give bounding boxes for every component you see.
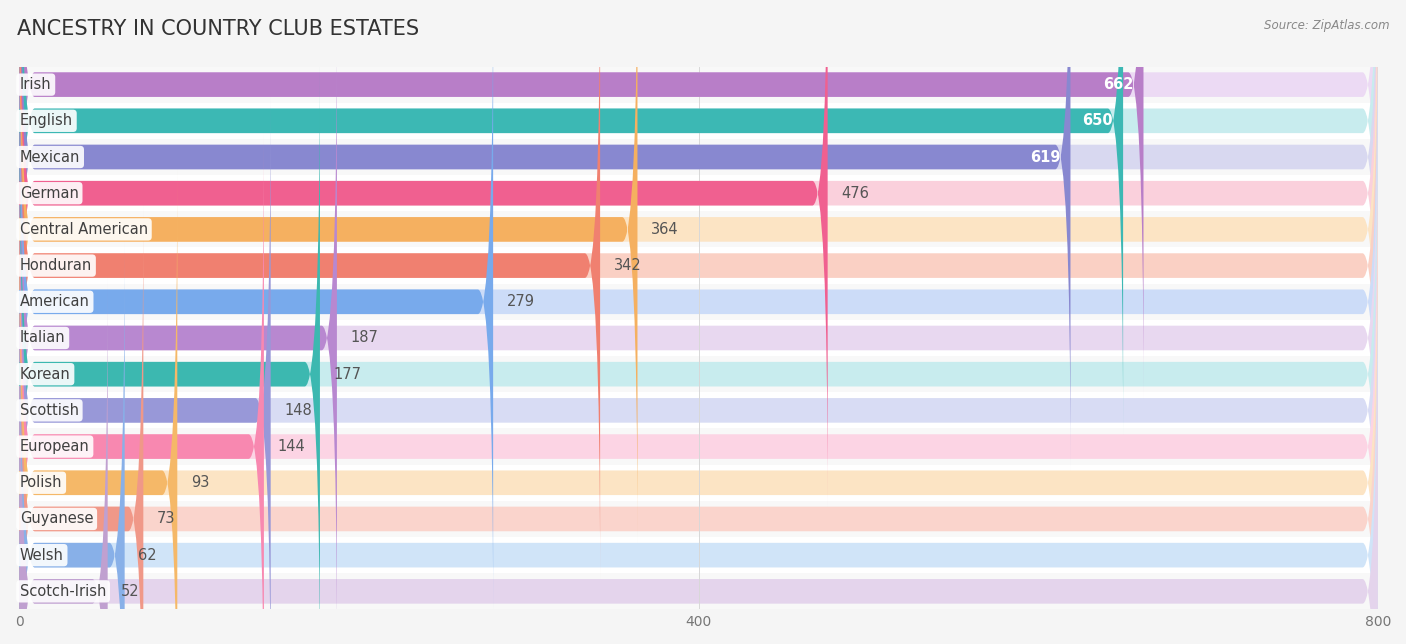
Text: Scottish: Scottish (20, 403, 79, 418)
FancyBboxPatch shape (20, 0, 1378, 471)
Text: 650: 650 (1083, 113, 1114, 128)
Text: Source: ZipAtlas.com: Source: ZipAtlas.com (1264, 19, 1389, 32)
Text: 476: 476 (841, 185, 869, 201)
Text: 148: 148 (284, 403, 312, 418)
Bar (20, 392, 1378, 428)
Bar (20, 139, 1378, 175)
FancyBboxPatch shape (20, 24, 1378, 644)
FancyBboxPatch shape (20, 278, 1378, 644)
Text: Irish: Irish (20, 77, 52, 92)
Text: ANCESTRY IN COUNTRY CLUB ESTATES: ANCESTRY IN COUNTRY CLUB ESTATES (17, 19, 419, 39)
FancyBboxPatch shape (20, 133, 1378, 644)
Bar (20, 211, 1378, 247)
FancyBboxPatch shape (20, 0, 1378, 615)
Text: Honduran: Honduran (20, 258, 93, 273)
FancyBboxPatch shape (20, 0, 494, 615)
FancyBboxPatch shape (20, 0, 1378, 507)
FancyBboxPatch shape (20, 0, 1378, 543)
Text: 279: 279 (506, 294, 534, 309)
Bar (20, 501, 1378, 537)
Bar (20, 102, 1378, 139)
Text: European: European (20, 439, 90, 454)
FancyBboxPatch shape (20, 169, 177, 644)
FancyBboxPatch shape (20, 0, 1070, 471)
FancyBboxPatch shape (20, 242, 1378, 644)
Text: 73: 73 (157, 511, 176, 526)
Text: American: American (20, 294, 90, 309)
Text: Polish: Polish (20, 475, 62, 490)
FancyBboxPatch shape (20, 0, 1143, 398)
FancyBboxPatch shape (20, 0, 1378, 398)
FancyBboxPatch shape (20, 24, 337, 644)
FancyBboxPatch shape (20, 0, 1378, 434)
FancyBboxPatch shape (20, 205, 143, 644)
Text: 342: 342 (613, 258, 641, 273)
Bar (20, 284, 1378, 320)
Bar (20, 356, 1378, 392)
FancyBboxPatch shape (20, 61, 321, 644)
Bar (20, 247, 1378, 284)
Text: 93: 93 (191, 475, 209, 490)
Text: 144: 144 (277, 439, 305, 454)
FancyBboxPatch shape (20, 169, 1378, 644)
Text: 62: 62 (138, 547, 157, 563)
Text: 52: 52 (121, 584, 139, 599)
Bar (20, 428, 1378, 465)
FancyBboxPatch shape (20, 205, 1378, 644)
FancyBboxPatch shape (20, 0, 1123, 434)
Text: 662: 662 (1102, 77, 1133, 92)
Bar (20, 465, 1378, 501)
Text: English: English (20, 113, 73, 128)
Text: Scotch-Irish: Scotch-Irish (20, 584, 107, 599)
Text: Korean: Korean (20, 366, 70, 382)
Bar (20, 175, 1378, 211)
Bar (20, 573, 1378, 609)
Text: Central American: Central American (20, 222, 148, 237)
FancyBboxPatch shape (20, 0, 828, 507)
FancyBboxPatch shape (20, 133, 264, 644)
Text: 619: 619 (1029, 149, 1060, 164)
FancyBboxPatch shape (20, 0, 637, 543)
Text: 364: 364 (651, 222, 679, 237)
Text: German: German (20, 185, 79, 201)
FancyBboxPatch shape (20, 242, 125, 644)
Bar (20, 320, 1378, 356)
Text: Guyanese: Guyanese (20, 511, 93, 526)
Bar (20, 537, 1378, 573)
FancyBboxPatch shape (20, 61, 1378, 644)
Text: 187: 187 (350, 330, 378, 345)
FancyBboxPatch shape (20, 0, 600, 579)
Text: Welsh: Welsh (20, 547, 63, 563)
FancyBboxPatch shape (20, 278, 108, 644)
Text: 177: 177 (333, 366, 361, 382)
Text: Mexican: Mexican (20, 149, 80, 164)
FancyBboxPatch shape (20, 97, 1378, 644)
FancyBboxPatch shape (20, 97, 271, 644)
Text: Italian: Italian (20, 330, 66, 345)
Bar (20, 66, 1378, 102)
FancyBboxPatch shape (20, 0, 1378, 579)
